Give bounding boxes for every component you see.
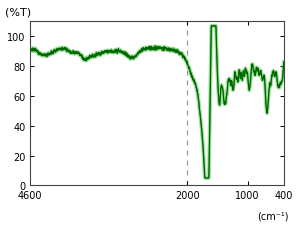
Text: (cm⁻¹): (cm⁻¹) — [257, 210, 289, 220]
Text: (%T): (%T) — [5, 7, 31, 17]
